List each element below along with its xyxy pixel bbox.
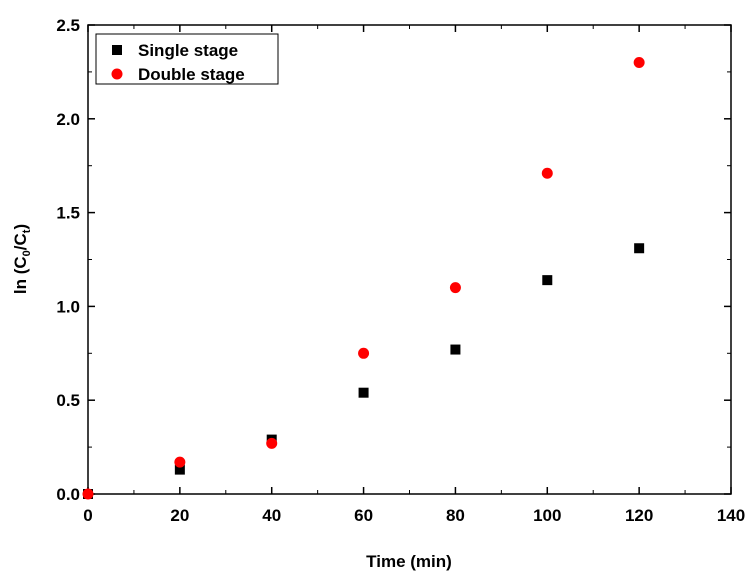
x-tick-label: 100 [533,506,561,525]
point-double-stage [266,437,278,449]
y-tick-label: 2.0 [56,110,80,129]
point-double-stage [358,347,370,359]
point-single-stage [450,344,461,355]
point-double-stage [633,57,645,69]
legend-marker-double-stage [111,68,123,80]
legend: Single stage Double stage [95,33,279,85]
y-tick-label: 2.5 [56,16,80,35]
point-single-stage [174,464,185,475]
y-axis: 0.0 0.5 1.0 1.5 2.0 2.5 [56,16,731,504]
legend-label-double-stage: Double stage [138,65,245,84]
x-tick-label: 80 [446,506,465,525]
x-axis: 0 20 40 60 80 100 120 140 [83,25,745,525]
y-tick-label: 1.5 [56,204,80,223]
y-tick-label: 0.5 [56,391,80,410]
point-single-stage [542,275,553,286]
point-double-stage [82,488,94,500]
legend-label-single-stage: Single stage [138,41,238,60]
x-tick-label: 20 [170,506,189,525]
point-single-stage [634,243,645,254]
legend-marker-single-stage [112,45,122,55]
y-tick-label: 1.0 [56,297,80,316]
y-tick-label: 0.0 [56,485,80,504]
x-tick-label: 40 [262,506,281,525]
x-axis-title: Time (min) [366,552,452,571]
data-points [82,57,645,500]
x-tick-label: 120 [625,506,653,525]
point-double-stage [174,456,186,468]
legend-box [95,33,279,85]
point-single-stage [358,387,369,398]
point-double-stage [541,167,553,179]
plot-frame [87,24,732,495]
y-axis-title: ln (C0/Ct) [11,224,33,294]
point-double-stage [449,282,461,294]
x-tick-label: 0 [83,506,92,525]
x-tick-label: 60 [354,506,373,525]
x-tick-label: 140 [717,506,745,525]
